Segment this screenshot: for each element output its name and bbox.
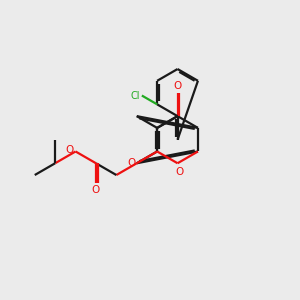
Text: O: O: [173, 80, 182, 91]
Text: O: O: [127, 158, 135, 168]
Text: O: O: [175, 167, 183, 177]
Text: O: O: [66, 145, 74, 155]
Text: Cl: Cl: [131, 91, 140, 100]
Text: O: O: [92, 185, 100, 195]
